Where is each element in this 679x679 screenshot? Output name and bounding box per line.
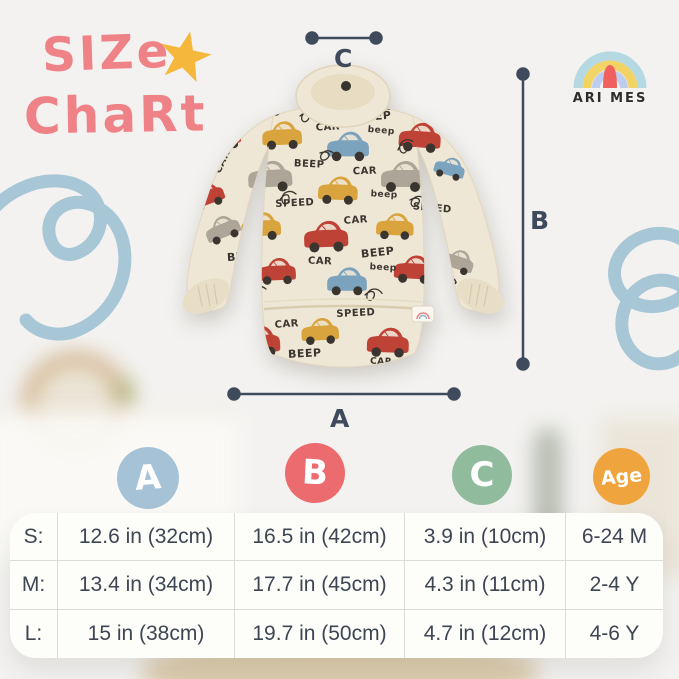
cell-s-age: 6-24 M [566, 513, 663, 562]
star-icon [161, 31, 212, 82]
cell-s-b: 16.5 in (42cm) [235, 513, 405, 562]
bib-pattern-word: SPEED [275, 197, 315, 210]
bib-pattern-doodle [424, 290, 442, 305]
cell-m-age: 2-4 Y [566, 561, 663, 610]
bib-pattern-word: SPEED [336, 307, 376, 320]
size-table: S: 12.6 in (32cm) 16.5 in (42cm) 3.9 in … [10, 513, 663, 658]
bib-pattern-word: BEEP [416, 351, 448, 366]
bib-car-print [433, 157, 465, 181]
cell-l-c: 4.7 in (12cm) [405, 609, 566, 658]
bib-car-print [246, 104, 285, 118]
dimension-label-a: A [330, 404, 350, 433]
left-squiggle-decoration [0, 174, 132, 341]
bib-car-print [327, 267, 367, 296]
bib-car-print [304, 220, 349, 253]
bib-pattern-word: beep [367, 125, 395, 137]
bib-car-print [376, 213, 414, 240]
row-label-l: L: [10, 609, 58, 658]
cell-l-a: 15 in (38cm) [58, 609, 235, 658]
right-squiggle-decoration [608, 226, 679, 371]
bib-collar [295, 64, 391, 128]
cell-m-b: 17.7 in (45cm) [235, 561, 405, 610]
bib-details [182, 278, 504, 323]
row-label-m: M: [10, 561, 58, 610]
cell-s-a: 12.6 in (32cm) [58, 513, 235, 562]
brand-rainbow-logo [573, 51, 647, 89]
bib-car-print [301, 317, 340, 345]
bib-pattern-word: beep [233, 264, 261, 276]
product-image-bib: BEEPbeepCARBEEPCARCARSPEEDbeepSPEEDCARBE… [182, 64, 504, 368]
cell-l-age: 4-6 Y [589, 621, 640, 645]
bib-pattern-word: CAR [343, 214, 368, 227]
bib-car-print [317, 176, 358, 205]
bib-pattern-doodle [397, 139, 414, 154]
row-label-s: S: [10, 513, 58, 562]
bib-car-print [426, 325, 462, 351]
cell-m-a: 13.4 in (34cm) [58, 561, 235, 610]
bib-pattern-doodle [279, 190, 297, 205]
column-badge-c: C [452, 445, 512, 505]
bib-pattern-word: BEEP [227, 249, 261, 264]
bib-button [341, 81, 351, 91]
bib-pattern-word: BEEP [288, 346, 322, 361]
bib-pattern-word: beep [370, 189, 398, 200]
dimension-label-b: B [530, 206, 550, 235]
dimension-label-c: C [334, 44, 353, 73]
bib-car-print [441, 104, 477, 131]
bib-pattern-word: CAR [308, 256, 333, 268]
bib-car-print [206, 216, 242, 245]
bib-car-print [381, 161, 425, 192]
bib-pattern-word: CAR [353, 166, 378, 178]
cell-l-b: 19.7 in (50cm) [235, 609, 405, 658]
bib-pattern-doodle [409, 195, 428, 208]
bib-pattern-word: BEEP [294, 158, 325, 171]
bib-pattern-doodle [319, 150, 337, 161]
cell-m-c: 4.3 in (11cm) [405, 561, 566, 610]
cell-s-c: 3.9 in (10cm) [405, 513, 566, 562]
plant-blur [116, 380, 134, 404]
bib-pattern-word: CAR [274, 318, 299, 331]
bib-pattern-word: CAR [370, 357, 392, 368]
bib-car-print [262, 121, 303, 150]
page-title-size: SIZe [41, 23, 173, 84]
bib-pattern-word: beep [369, 262, 397, 273]
bib-car-print [398, 122, 441, 153]
bib-car-print [366, 327, 409, 358]
brand-name: ARI MES [572, 91, 648, 106]
bib-pattern-word: BEEP [360, 244, 395, 260]
bib-car-print [258, 258, 296, 285]
